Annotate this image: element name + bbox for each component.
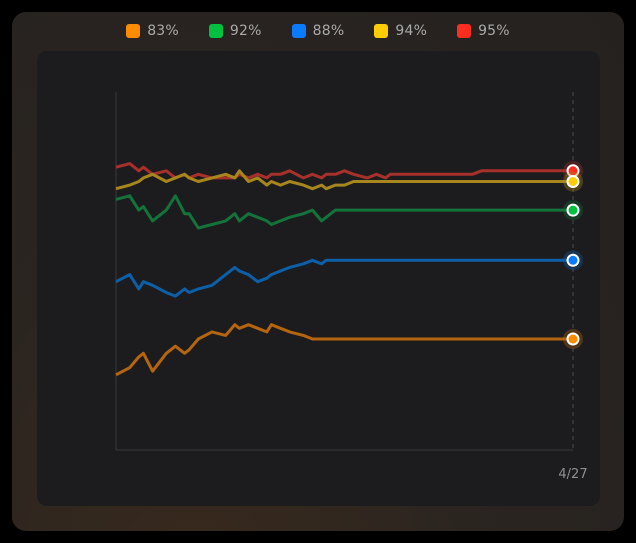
- legend-label-92: 92%: [229, 23, 262, 39]
- endpoint-marker-83[interactable]: [566, 332, 580, 346]
- endpoint-marker-94[interactable]: [566, 175, 580, 188]
- legend-label-88: 88%: [312, 23, 345, 39]
- legend-label-94: 94%: [395, 23, 428, 39]
- legend-swatch-95: [457, 24, 472, 38]
- legend-item-92[interactable]: 92%: [208, 23, 262, 39]
- x-tick-label: 4/27: [558, 467, 587, 482]
- marker-layer: [563, 160, 583, 350]
- legend-swatch-94: [374, 24, 389, 38]
- legend-swatch-92: [208, 24, 223, 38]
- endpoint-marker-92[interactable]: [566, 203, 580, 217]
- series-line-94: [115, 169, 573, 191]
- series-layer: [115, 162, 573, 377]
- legend-item-83[interactable]: 83%: [126, 23, 179, 39]
- legend-item-88[interactable]: 88%: [291, 23, 345, 39]
- legend-label-95: 95%: [478, 23, 510, 39]
- series-line-83: [115, 323, 573, 377]
- legend: 83% 92% 88% 94% 95%: [0, 14, 636, 48]
- series-line-88: [115, 258, 573, 298]
- legend-swatch-83: [126, 24, 141, 38]
- legend-label-83: 83%: [147, 23, 179, 39]
- series-line-95: [115, 162, 573, 180]
- legend-item-94[interactable]: 94%: [374, 23, 427, 39]
- legend-swatch-88: [291, 24, 306, 38]
- endpoint-marker-88[interactable]: [566, 253, 580, 267]
- legend-item-95[interactable]: 95%: [457, 23, 510, 39]
- series-line-92: [115, 194, 573, 230]
